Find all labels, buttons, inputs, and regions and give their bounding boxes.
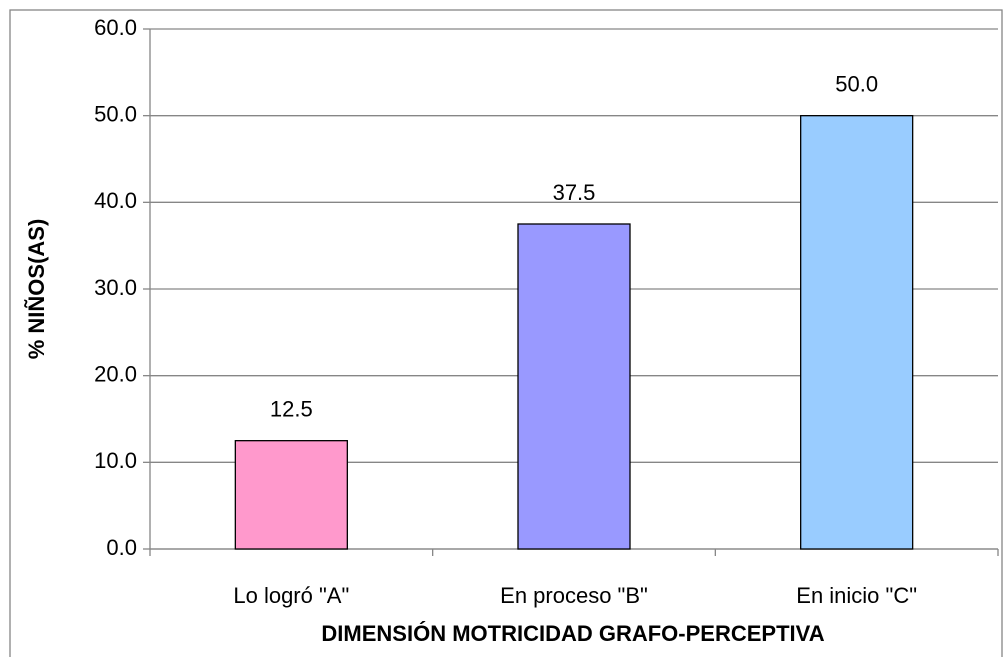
- bar: [517, 223, 631, 550]
- y-tick-label: 40.0: [94, 188, 137, 213]
- x-tick-label: En proceso "B": [500, 583, 648, 608]
- bar: [800, 115, 914, 550]
- bar: [234, 440, 348, 550]
- data-label: 37.5: [553, 180, 596, 205]
- data-label: 12.5: [270, 396, 313, 421]
- y-tick-label: 60.0: [94, 15, 137, 40]
- y-tick-label: 20.0: [94, 361, 137, 386]
- y-tick-label: 10.0: [94, 448, 137, 473]
- x-tick-label: Lo logró "A": [233, 583, 349, 608]
- y-tick-label: 0.0: [106, 535, 137, 560]
- y-tick-label: 30.0: [94, 275, 137, 300]
- x-axis-title: DIMENSIÓN MOTRICIDAD GRAFO-PERCEPTIVA: [321, 621, 824, 646]
- y-tick-label: 50.0: [94, 101, 137, 126]
- y-axis-title: % NIÑOS(AS): [24, 219, 49, 360]
- data-label: 50.0: [835, 71, 878, 96]
- x-tick-label: En inicio "C": [796, 583, 917, 608]
